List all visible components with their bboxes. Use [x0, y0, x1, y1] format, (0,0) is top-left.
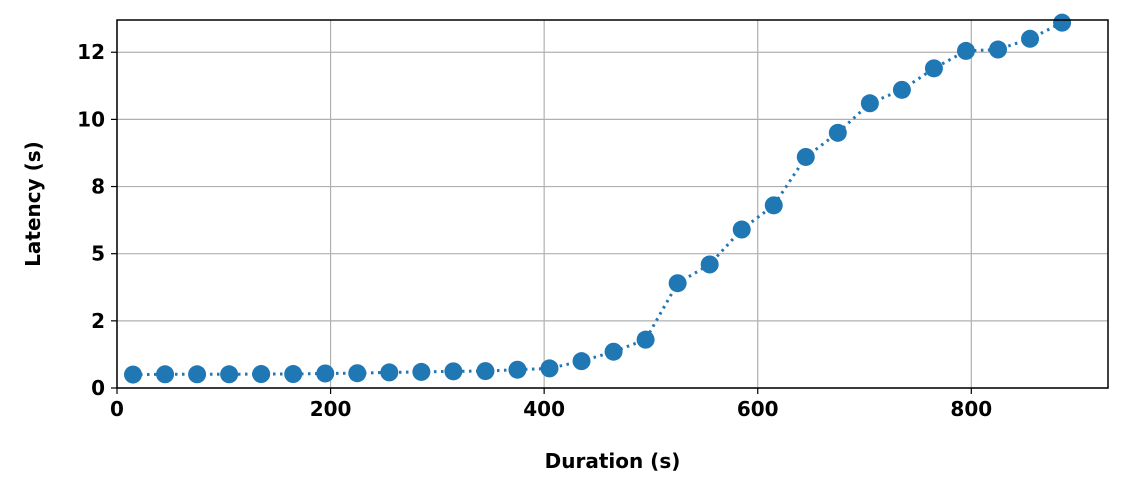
data-point [989, 40, 1008, 59]
data-point [284, 365, 303, 384]
data-point [124, 365, 143, 384]
x-tick-label: 800 [950, 397, 992, 421]
data-point [860, 94, 879, 113]
data-point [156, 365, 175, 384]
data-point [348, 364, 367, 383]
x-axis-ticks: 0 200 400 600 800 [110, 388, 992, 421]
series-line [132, 21, 1063, 377]
y-axis-ticks: 0 2 5 8 10 12 [77, 40, 117, 400]
data-point [380, 363, 399, 382]
data-point [188, 365, 207, 384]
data-point [412, 362, 431, 381]
series-line-group [132, 21, 1063, 377]
data-point [924, 59, 943, 78]
data-point [636, 330, 655, 349]
x-tick-label: 200 [310, 397, 352, 421]
data-point [220, 365, 239, 384]
y-tick-label: 0 [91, 376, 105, 400]
data-point [316, 364, 335, 383]
data-point [668, 274, 687, 293]
data-point [444, 362, 463, 381]
y-tick-label: 10 [77, 107, 105, 131]
data-point [732, 220, 751, 239]
x-tick-label: 0 [110, 397, 124, 421]
series-points-group [124, 13, 1072, 384]
y-tick-label: 12 [77, 40, 105, 64]
data-point [1021, 29, 1040, 48]
y-axis-label: Latency (s) [21, 141, 45, 267]
plot-frame [116, 19, 1109, 389]
y-tick-label: 8 [91, 175, 105, 199]
data-point [604, 342, 623, 361]
y-tick-label: 5 [91, 242, 105, 266]
data-point [700, 255, 719, 274]
data-point [540, 359, 559, 378]
data-point [828, 123, 847, 142]
x-axis-label: Duration (s) [545, 449, 681, 473]
data-point [796, 147, 815, 166]
data-point [764, 196, 783, 215]
data-point [572, 352, 591, 371]
y-tick-label: 2 [91, 309, 105, 333]
data-point [956, 41, 975, 60]
data-point [508, 360, 527, 379]
x-tick-label: 600 [737, 397, 779, 421]
data-point [252, 365, 271, 384]
data-point [892, 80, 911, 99]
data-point [476, 362, 495, 381]
data-point [1053, 13, 1072, 32]
x-tick-label: 400 [523, 397, 565, 421]
grid-lines [116, 20, 1108, 389]
